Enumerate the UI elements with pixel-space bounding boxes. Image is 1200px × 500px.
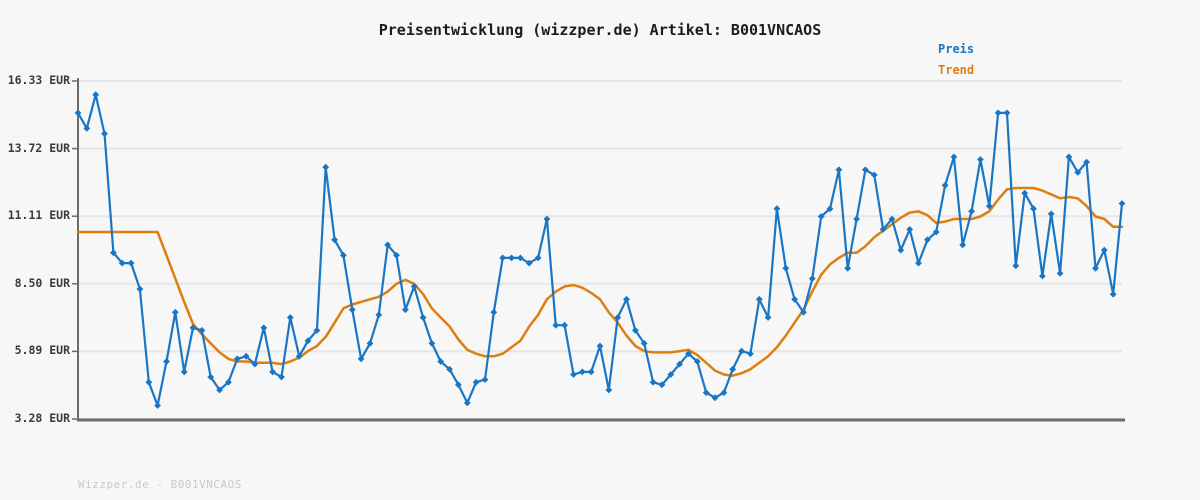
- y-axis-label: 16.33 EUR: [7, 73, 70, 87]
- y-axis-label: 3.28 EUR: [14, 411, 70, 425]
- chart-legend: Preis Trend: [938, 39, 974, 81]
- y-axis-label: 8.50 EUR: [14, 275, 70, 290]
- chart-title: Preisentwicklung (wizzper.de) Artikel: B…: [378, 21, 822, 39]
- y-axis-label: 13.72 EUR: [7, 140, 70, 155]
- legend-item-price: Preis: [938, 42, 975, 56]
- watermark: Wizzper.de - B001VNCAOS: [78, 478, 242, 491]
- y-axis-label: 11.11 EUR: [7, 208, 70, 223]
- y-axis-label: 5.89 EUR: [14, 343, 70, 358]
- legend-item-trend: Trend: [938, 63, 975, 77]
- price-point-markers: [74, 91, 1126, 409]
